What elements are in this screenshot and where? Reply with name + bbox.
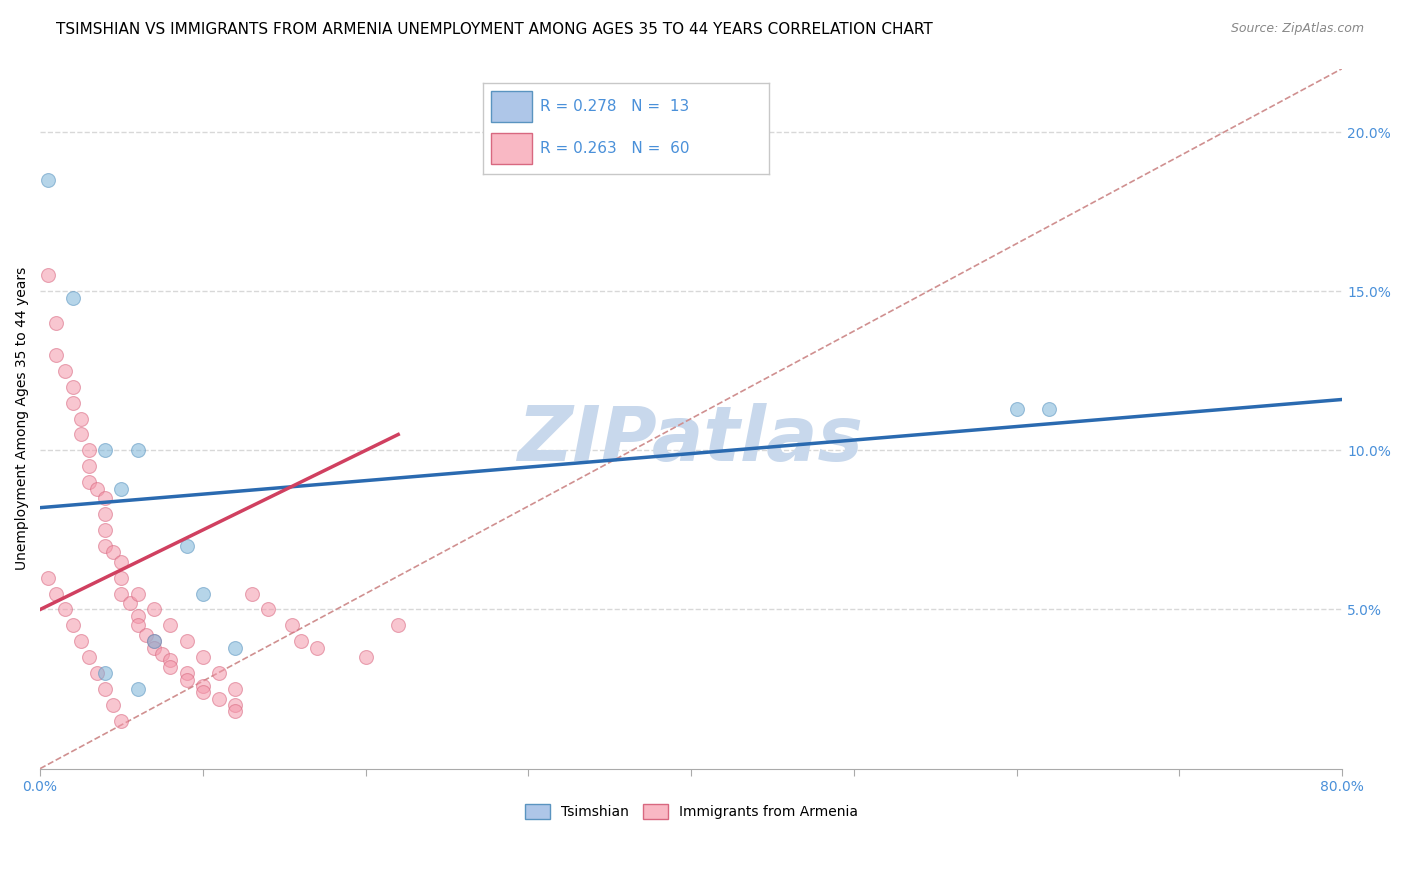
Point: [53, 602, 76, 616]
Point: [110, 482, 132, 496]
Point: [86, 482, 108, 496]
Point: [62, 380, 84, 394]
Point: [77, 459, 100, 474]
Point: [37, 571, 59, 585]
Point: [77, 475, 100, 490]
Point: [94, 523, 117, 537]
Point: [127, 586, 149, 600]
Point: [69, 427, 91, 442]
Point: [62, 395, 84, 409]
Point: [69, 634, 91, 648]
Point: [224, 640, 246, 655]
Point: [281, 618, 304, 632]
Point: [191, 685, 214, 699]
Point: [191, 586, 214, 600]
Point: [94, 666, 117, 681]
Point: [86, 666, 108, 681]
Point: [118, 596, 141, 610]
Point: [257, 602, 280, 616]
Point: [45, 316, 67, 330]
Point: [110, 714, 132, 728]
Point: [103, 698, 125, 712]
Point: [110, 571, 132, 585]
Point: [305, 640, 328, 655]
Text: TSIMSHIAN VS IMMIGRANTS FROM ARMENIA UNEMPLOYMENT AMONG AGES 35 TO 44 YEARS CORR: TSIMSHIAN VS IMMIGRANTS FROM ARMENIA UNE…: [56, 22, 934, 37]
Point: [224, 698, 246, 712]
Point: [127, 618, 149, 632]
Point: [191, 679, 214, 693]
Point: [387, 618, 409, 632]
Point: [208, 666, 231, 681]
Point: [94, 507, 117, 521]
Point: [176, 539, 198, 553]
Point: [77, 650, 100, 665]
Legend: Tsimshian, Immigrants from Armenia: Tsimshian, Immigrants from Armenia: [519, 798, 863, 825]
Point: [45, 348, 67, 362]
Point: [143, 602, 166, 616]
Point: [103, 545, 125, 559]
Point: [143, 634, 166, 648]
Point: [53, 364, 76, 378]
Point: [94, 491, 117, 505]
Point: [127, 608, 149, 623]
Point: [290, 634, 312, 648]
Point: [159, 618, 181, 632]
Point: [208, 691, 231, 706]
Point: [62, 291, 84, 305]
Point: [354, 650, 377, 665]
Text: Source: ZipAtlas.com: Source: ZipAtlas.com: [1230, 22, 1364, 36]
Point: [37, 173, 59, 187]
Point: [94, 681, 117, 696]
Text: ZIPatlas: ZIPatlas: [519, 402, 865, 476]
Point: [176, 673, 198, 687]
Point: [159, 653, 181, 667]
Point: [191, 650, 214, 665]
Point: [69, 411, 91, 425]
Point: [240, 586, 263, 600]
Point: [135, 628, 157, 642]
Point: [110, 555, 132, 569]
Y-axis label: Unemployment Among Ages 35 to 44 years: Unemployment Among Ages 35 to 44 years: [15, 267, 30, 570]
Point: [1038, 402, 1060, 417]
Point: [150, 647, 173, 661]
Point: [176, 634, 198, 648]
Point: [94, 443, 117, 458]
Point: [110, 586, 132, 600]
Point: [127, 681, 149, 696]
Point: [176, 666, 198, 681]
Point: [1005, 402, 1028, 417]
Point: [37, 268, 59, 283]
Point: [77, 443, 100, 458]
Point: [224, 704, 246, 718]
Point: [143, 640, 166, 655]
Point: [143, 634, 166, 648]
Point: [94, 539, 117, 553]
Point: [127, 443, 149, 458]
Point: [62, 618, 84, 632]
Point: [224, 681, 246, 696]
Point: [159, 660, 181, 674]
Point: [45, 586, 67, 600]
